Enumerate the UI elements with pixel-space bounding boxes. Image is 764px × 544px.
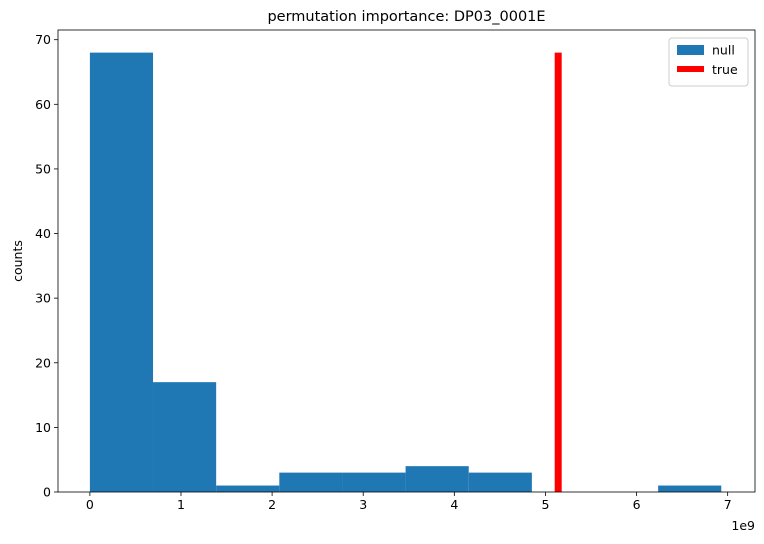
y-axis-label: counts (10, 240, 25, 282)
legend-label-true: true (712, 62, 738, 77)
legend: null true (668, 37, 749, 87)
x-tick-label: 3 (359, 497, 367, 512)
x-tick-label: 5 (541, 497, 549, 512)
x-scale-label: 1e9 (731, 518, 755, 533)
legend-swatch-null (677, 45, 704, 55)
x-tick-label: 4 (450, 497, 458, 512)
histogram-bar (342, 472, 406, 492)
x-tick-label: 6 (633, 497, 641, 512)
y-tick-label: 70 (35, 32, 51, 47)
chart-title: permutation importance: DP03_0001E (267, 9, 545, 25)
histogram-bar (279, 472, 343, 492)
y-tick-label: 60 (35, 97, 51, 112)
histogram-bar (216, 485, 280, 492)
y-tick-label: 10 (35, 420, 51, 435)
histogram-bar (658, 485, 722, 492)
y-tick-label: 0 (43, 485, 51, 500)
y-tick-label: 40 (35, 226, 51, 241)
histogram-bars (89, 52, 722, 492)
x-tick-label: 1 (177, 497, 185, 512)
x-tick-label: 7 (724, 497, 732, 512)
y-tick-label: 30 (35, 291, 51, 306)
legend-label-null: null (712, 43, 735, 58)
x-tick-label: 0 (86, 497, 94, 512)
y-tick-label: 50 (35, 161, 51, 176)
x-axis-ticks: 0 1 2 3 4 5 6 7 (86, 492, 732, 512)
histogram-bar (153, 382, 217, 492)
plot-frame (57, 29, 756, 493)
y-tick-label: 20 (35, 355, 51, 370)
legend-swatch-true (677, 66, 704, 72)
y-axis-ticks: 0 10 20 30 40 50 60 70 (35, 32, 58, 500)
histogram-bar (405, 466, 469, 492)
histogram-bar (89, 52, 154, 492)
histogram-bar (468, 472, 532, 492)
x-tick-label: 2 (268, 497, 276, 512)
